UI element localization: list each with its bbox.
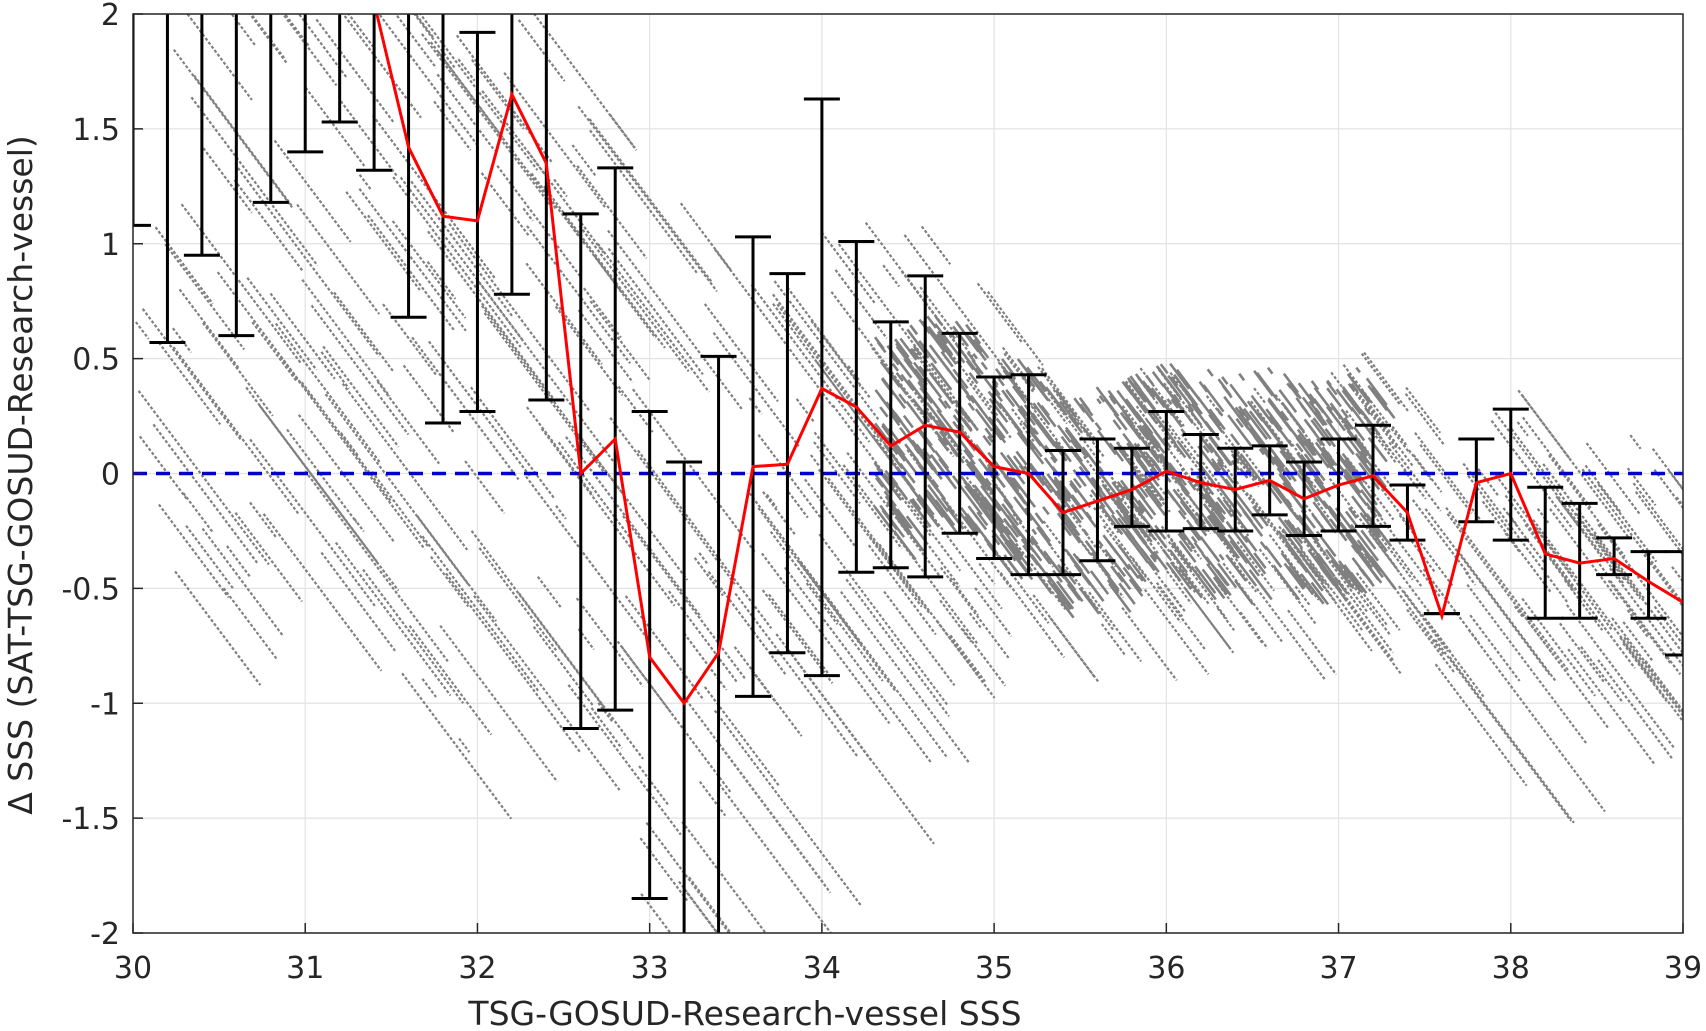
- x-tick-label: 30: [114, 951, 152, 986]
- y-tick-label: 0: [101, 458, 120, 493]
- x-tick-label: 36: [1147, 951, 1185, 986]
- y-tick-label: 2: [101, 0, 120, 33]
- errorbar: [218, 14, 255, 338]
- errorbar: [1561, 501, 1598, 620]
- y-tick-label: -0.5: [61, 572, 120, 607]
- y-axis-ticks: 2 1.5 1 0.5 0 -0.5 -1 -1.5 -2: [61, 0, 143, 952]
- x-axis-label: TSG-GOSUD-Research-vessel SSS: [467, 994, 1021, 1031]
- errorbar: [287, 14, 324, 154]
- x-tick-label: 39: [1664, 951, 1702, 986]
- errorbar: [149, 14, 186, 345]
- errorbar: [1113, 446, 1150, 528]
- x-tick-label: 31: [286, 951, 324, 986]
- errorbar: [183, 14, 220, 257]
- errorbar: [1630, 550, 1667, 620]
- errorbar: [1596, 536, 1633, 577]
- x-tick-label: 37: [1319, 951, 1357, 986]
- scatter-streaks: [135, 14, 1683, 933]
- x-tick-label: 38: [1492, 951, 1530, 986]
- y-tick-label: 1: [101, 228, 120, 263]
- y-tick-label: -1: [90, 687, 120, 722]
- errorbar: [321, 14, 358, 124]
- x-tick-label: 34: [803, 951, 841, 986]
- x-tick-label: 32: [458, 951, 496, 986]
- errorbar: [666, 460, 703, 933]
- errorbar: [390, 14, 427, 319]
- errorbar: [252, 14, 289, 204]
- errorbar: [1458, 437, 1495, 524]
- y-tick-label: -2: [90, 917, 120, 952]
- errorbar: [425, 14, 461, 425]
- errorbar: [356, 14, 393, 172]
- errorbar: [700, 354, 737, 933]
- mean-line: [375, 14, 1683, 706]
- errorbar: [133, 14, 151, 227]
- y-axis-label: Δ SSS (SAT-TSG-GOSUD-Research-vessel): [1, 135, 40, 815]
- errorbar: [1665, 550, 1683, 657]
- x-axis-ticks: 30 31 32 33 34 35 36 37 38 39: [114, 923, 1702, 986]
- x-tick-label: 35: [975, 951, 1013, 986]
- x-tick-label: 33: [631, 951, 669, 986]
- y-tick-label: 1.5: [72, 113, 120, 148]
- y-tick-label: 0.5: [72, 343, 120, 378]
- y-tick-label: -1.5: [61, 802, 120, 837]
